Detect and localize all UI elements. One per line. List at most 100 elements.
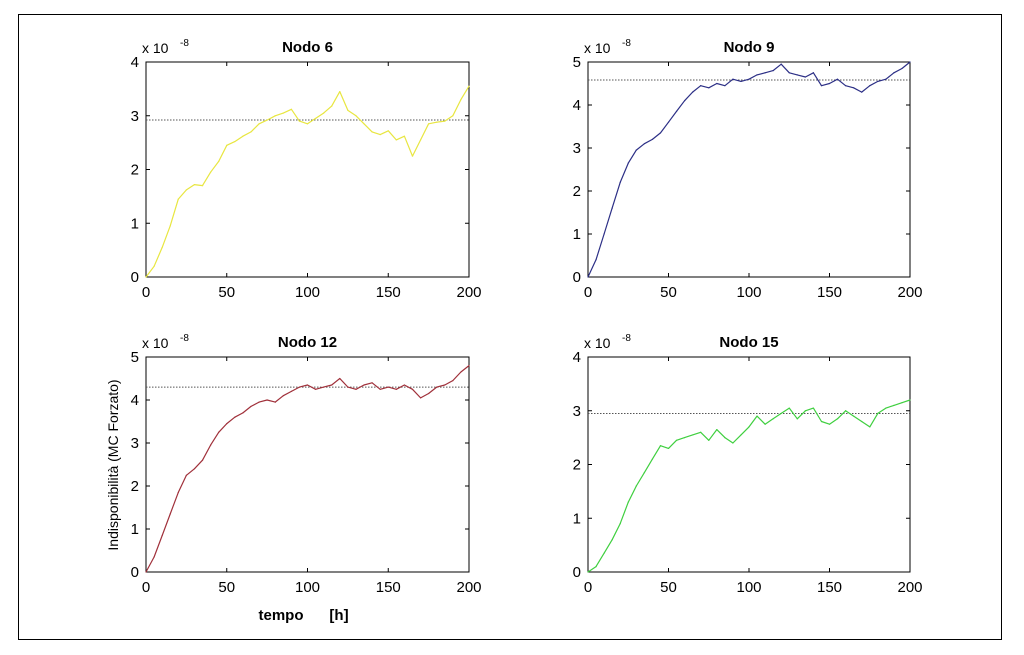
data-point <box>708 87 710 89</box>
data-point <box>201 185 204 187</box>
data-point <box>298 120 301 122</box>
data-point <box>314 117 317 120</box>
data-point <box>748 78 750 80</box>
scale-exponent: -8 <box>622 38 631 49</box>
data-point <box>468 85 470 87</box>
data-point <box>828 423 831 425</box>
data-point <box>635 485 637 487</box>
data-point <box>651 458 654 460</box>
data-point <box>756 415 758 417</box>
data-point <box>306 384 309 386</box>
data-point <box>274 115 276 117</box>
data-point <box>861 420 863 423</box>
data-point <box>185 474 187 476</box>
x-tick-label: 200 <box>456 284 481 301</box>
chart-title: Nodo 9 <box>724 39 775 56</box>
x-axis-label-unit: [h] <box>329 607 348 624</box>
data-point <box>684 100 686 102</box>
data-point <box>201 459 204 461</box>
data-point <box>901 67 903 70</box>
x-axis-label-word: tempo <box>259 607 304 624</box>
y-tick-label: 3 <box>131 108 139 125</box>
data-point <box>893 72 895 74</box>
data-point <box>339 90 341 93</box>
data-point <box>411 388 414 390</box>
y-tick-label: 4 <box>573 97 581 114</box>
data-point <box>444 120 446 122</box>
data-point <box>218 431 220 433</box>
data-point <box>234 416 236 418</box>
data-point <box>885 78 887 80</box>
data-point <box>387 386 389 388</box>
data-point <box>169 225 171 227</box>
data-point <box>764 72 766 74</box>
data-point <box>395 139 397 141</box>
data-point <box>355 388 357 390</box>
x-tick-label: 0 <box>584 579 592 596</box>
y-tick-label: 0 <box>131 269 139 286</box>
data-point <box>627 162 629 164</box>
data-point <box>419 139 422 141</box>
data-point <box>853 415 855 417</box>
y-tick-label: 4 <box>131 54 139 71</box>
data-point <box>371 131 373 133</box>
y-tick-label: 1 <box>131 521 139 538</box>
data-point <box>145 276 147 278</box>
data-point <box>796 418 798 420</box>
data-point <box>643 143 645 145</box>
data-point <box>595 566 597 568</box>
data-point <box>306 123 309 125</box>
data-point <box>395 388 397 390</box>
data-point <box>716 428 718 431</box>
x-tick-label: 100 <box>736 284 761 301</box>
data-point <box>828 82 831 85</box>
x-tick-label: 100 <box>295 284 320 301</box>
data-point <box>323 112 325 114</box>
x-tick-label: 50 <box>218 579 235 596</box>
figure-frame <box>18 14 1002 640</box>
y-tick-label: 0 <box>573 564 581 581</box>
data-point <box>740 434 742 436</box>
x-tick-label: 150 <box>817 284 842 301</box>
data-point <box>675 439 678 441</box>
data-point <box>708 439 710 441</box>
x-tick-label: 50 <box>660 579 677 596</box>
data-point <box>772 70 774 72</box>
data-point <box>804 76 806 78</box>
data-point <box>242 135 244 137</box>
scale-label: x 10 <box>584 40 611 56</box>
data-point <box>700 85 702 87</box>
data-point <box>363 384 365 386</box>
y-tick-label: 2 <box>573 457 581 474</box>
data-point <box>820 420 823 423</box>
data-point <box>331 105 333 107</box>
data-point <box>314 388 317 390</box>
data-point <box>909 399 911 401</box>
data-point <box>403 384 405 386</box>
x-tick-label: 100 <box>736 579 761 596</box>
scale-exponent: -8 <box>622 333 631 344</box>
data-point <box>145 571 147 573</box>
x-tick-label: 150 <box>817 579 842 596</box>
x-tick-label: 50 <box>218 284 235 301</box>
data-point <box>619 181 621 183</box>
data-point <box>266 399 268 401</box>
data-point <box>853 87 855 89</box>
chart-panel-2: Nodo 9 x 10 -8 0 50 100 150 200 0 1 2 3 4 5 <box>573 38 923 301</box>
data-point <box>869 426 871 428</box>
x-tick-label: 0 <box>142 579 150 596</box>
y-tick-label: 1 <box>573 510 581 527</box>
data-point <box>716 82 718 85</box>
chart-panel-1: Nodo 6 x 10 -8 0 50 100 150 200 0 1 2 3 4 <box>131 38 482 301</box>
data-point <box>893 404 895 406</box>
data-point <box>339 377 341 380</box>
y-tick-label: 2 <box>573 183 581 200</box>
x-tick-label: 150 <box>376 579 401 596</box>
data-point <box>290 390 292 392</box>
data-point <box>193 183 196 186</box>
data-point <box>796 74 798 76</box>
data-point <box>226 144 228 146</box>
data-point <box>274 401 276 403</box>
data-point <box>603 552 605 554</box>
